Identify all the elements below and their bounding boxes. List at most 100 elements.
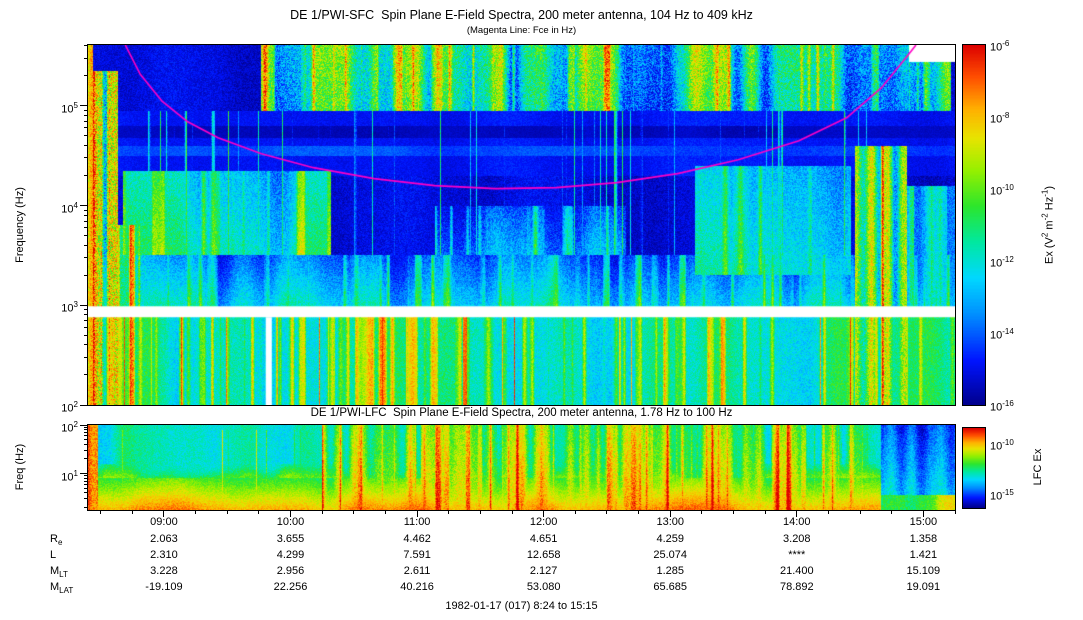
y-minor-tick bbox=[84, 492, 88, 494]
y-minor-tick bbox=[84, 209, 88, 211]
ephemeris-value: 2.310 bbox=[150, 549, 178, 561]
lfc-spectrogram-canvas bbox=[88, 425, 955, 510]
y-minor-tick bbox=[84, 309, 88, 311]
colorbar-tick-label: 10-16 bbox=[990, 399, 1014, 414]
ephemeris-row-label: MLT bbox=[50, 565, 68, 580]
y-major-tick bbox=[80, 404, 88, 406]
y-tick-label: 105 bbox=[61, 100, 78, 116]
y-minor-tick bbox=[84, 458, 88, 460]
y-minor-tick bbox=[84, 127, 88, 129]
y-minor-tick bbox=[84, 220, 88, 222]
ephemeris-value: 7.591 bbox=[403, 549, 431, 561]
y-tick-label: 104 bbox=[61, 200, 78, 216]
y-tick-label: 102 bbox=[61, 400, 78, 415]
y-minor-tick bbox=[84, 57, 88, 59]
time-tick-label: 09:00 bbox=[150, 516, 178, 528]
ephemeris-value: 53.080 bbox=[526, 581, 561, 593]
lfc-spectrogram-panel bbox=[87, 424, 956, 511]
y-major-tick bbox=[80, 205, 88, 207]
time-tick-label: 15:00 bbox=[909, 516, 938, 528]
sfc-spectrogram-panel bbox=[87, 44, 956, 406]
x-major-tick bbox=[796, 511, 798, 517]
ephemeris-value: 19.091 bbox=[906, 581, 941, 593]
y-minor-tick bbox=[84, 157, 88, 159]
x-minor-tick bbox=[606, 511, 608, 514]
x-minor-tick bbox=[321, 511, 323, 514]
colorbar-tick-label: 10-12 bbox=[990, 255, 1014, 270]
y-minor-tick bbox=[84, 356, 88, 358]
y-minor-tick bbox=[84, 114, 88, 116]
ephemeris-value: 2.127 bbox=[529, 565, 558, 577]
y-minor-tick bbox=[84, 45, 88, 47]
x-minor-tick bbox=[733, 511, 734, 514]
y-minor-tick bbox=[84, 435, 88, 437]
y-minor-tick bbox=[84, 432, 88, 434]
ephemeris-value: 3.228 bbox=[150, 565, 178, 577]
ephemeris-value: 1.285 bbox=[656, 565, 684, 577]
ephemeris-value: 3.208 bbox=[783, 533, 811, 545]
x-minor-tick bbox=[701, 511, 703, 514]
x-major-tick bbox=[669, 511, 671, 517]
y-minor-tick bbox=[84, 227, 88, 229]
x-minor-tick bbox=[131, 511, 133, 514]
ephemeris-value: **** bbox=[788, 549, 806, 561]
y-tick-label: 101 bbox=[61, 468, 78, 484]
y-minor-tick bbox=[84, 498, 88, 500]
ephemeris-value: 22.256 bbox=[273, 581, 308, 593]
ephemeris-value: 15.109 bbox=[906, 565, 941, 577]
y-major-tick bbox=[80, 304, 88, 306]
x-minor-tick bbox=[891, 511, 893, 514]
lfc-colorbar-canvas bbox=[963, 428, 985, 508]
x-major-tick bbox=[543, 511, 545, 517]
ephemeris-value: 1.421 bbox=[909, 549, 938, 561]
y-minor-tick bbox=[84, 314, 88, 316]
y-minor-tick bbox=[84, 429, 88, 431]
y-minor-tick bbox=[84, 120, 88, 122]
colorbar-tick-label: 10-10 bbox=[990, 438, 1014, 453]
x-minor-tick bbox=[384, 511, 386, 514]
ephemeris-value: 2.956 bbox=[276, 565, 305, 577]
y-minor-tick bbox=[84, 477, 88, 479]
main-title: DE 1/PWI-SFC Spin Plane E-Field Spectra,… bbox=[290, 8, 753, 22]
y-minor-tick bbox=[84, 145, 88, 146]
x-minor-tick bbox=[226, 511, 228, 514]
ephemeris-value: 12.658 bbox=[526, 549, 561, 561]
lfc-colorbar bbox=[962, 427, 986, 509]
y-minor-tick bbox=[84, 507, 88, 509]
colorbar-tick-label: 10-14 bbox=[990, 327, 1014, 342]
x-minor-tick bbox=[258, 511, 260, 514]
y-minor-tick bbox=[84, 175, 88, 177]
ephemeris-value: 4.651 bbox=[529, 533, 558, 545]
y-minor-tick bbox=[84, 426, 88, 428]
y-minor-tick bbox=[84, 109, 88, 111]
ephemeris-value: 1.358 bbox=[909, 533, 938, 545]
x-minor-tick bbox=[195, 511, 197, 514]
colorbar-tick-label: 10-8 bbox=[990, 111, 1010, 126]
time-tick-label: 14:00 bbox=[783, 516, 811, 528]
time-tick-label: 11:00 bbox=[403, 516, 431, 528]
lfc-title: DE 1/PWI-LFC Spin Plane E-Field Spectra,… bbox=[310, 407, 733, 419]
x-major-tick bbox=[922, 511, 924, 517]
ephemeris-value: 25.074 bbox=[653, 549, 688, 561]
colorbar-tick-label: 10-10 bbox=[990, 183, 1014, 198]
y-minor-tick bbox=[84, 439, 88, 441]
x-minor-tick bbox=[511, 511, 513, 514]
y-minor-tick bbox=[84, 320, 88, 322]
x-minor-tick bbox=[638, 511, 640, 514]
y-major-tick bbox=[80, 473, 88, 475]
y-major-tick bbox=[80, 105, 88, 107]
ephemeris-row-label: Re bbox=[50, 533, 63, 548]
x-major-tick bbox=[416, 511, 418, 517]
ephemeris-value: 2.611 bbox=[403, 565, 431, 577]
y-minor-tick bbox=[84, 135, 88, 137]
freq-axis-label: Freq (Hz) bbox=[14, 443, 26, 491]
ephemeris-value: 21.400 bbox=[779, 565, 814, 577]
x-minor-tick bbox=[100, 511, 102, 514]
y-minor-tick bbox=[84, 443, 88, 445]
x-minor-tick bbox=[574, 511, 576, 514]
y-minor-tick bbox=[84, 214, 88, 216]
magenta-line-subtitle: (Magenta Line: Fce in Hz) bbox=[466, 25, 577, 36]
ephemeris-value: 65.685 bbox=[653, 581, 688, 593]
y-minor-tick bbox=[84, 75, 88, 77]
